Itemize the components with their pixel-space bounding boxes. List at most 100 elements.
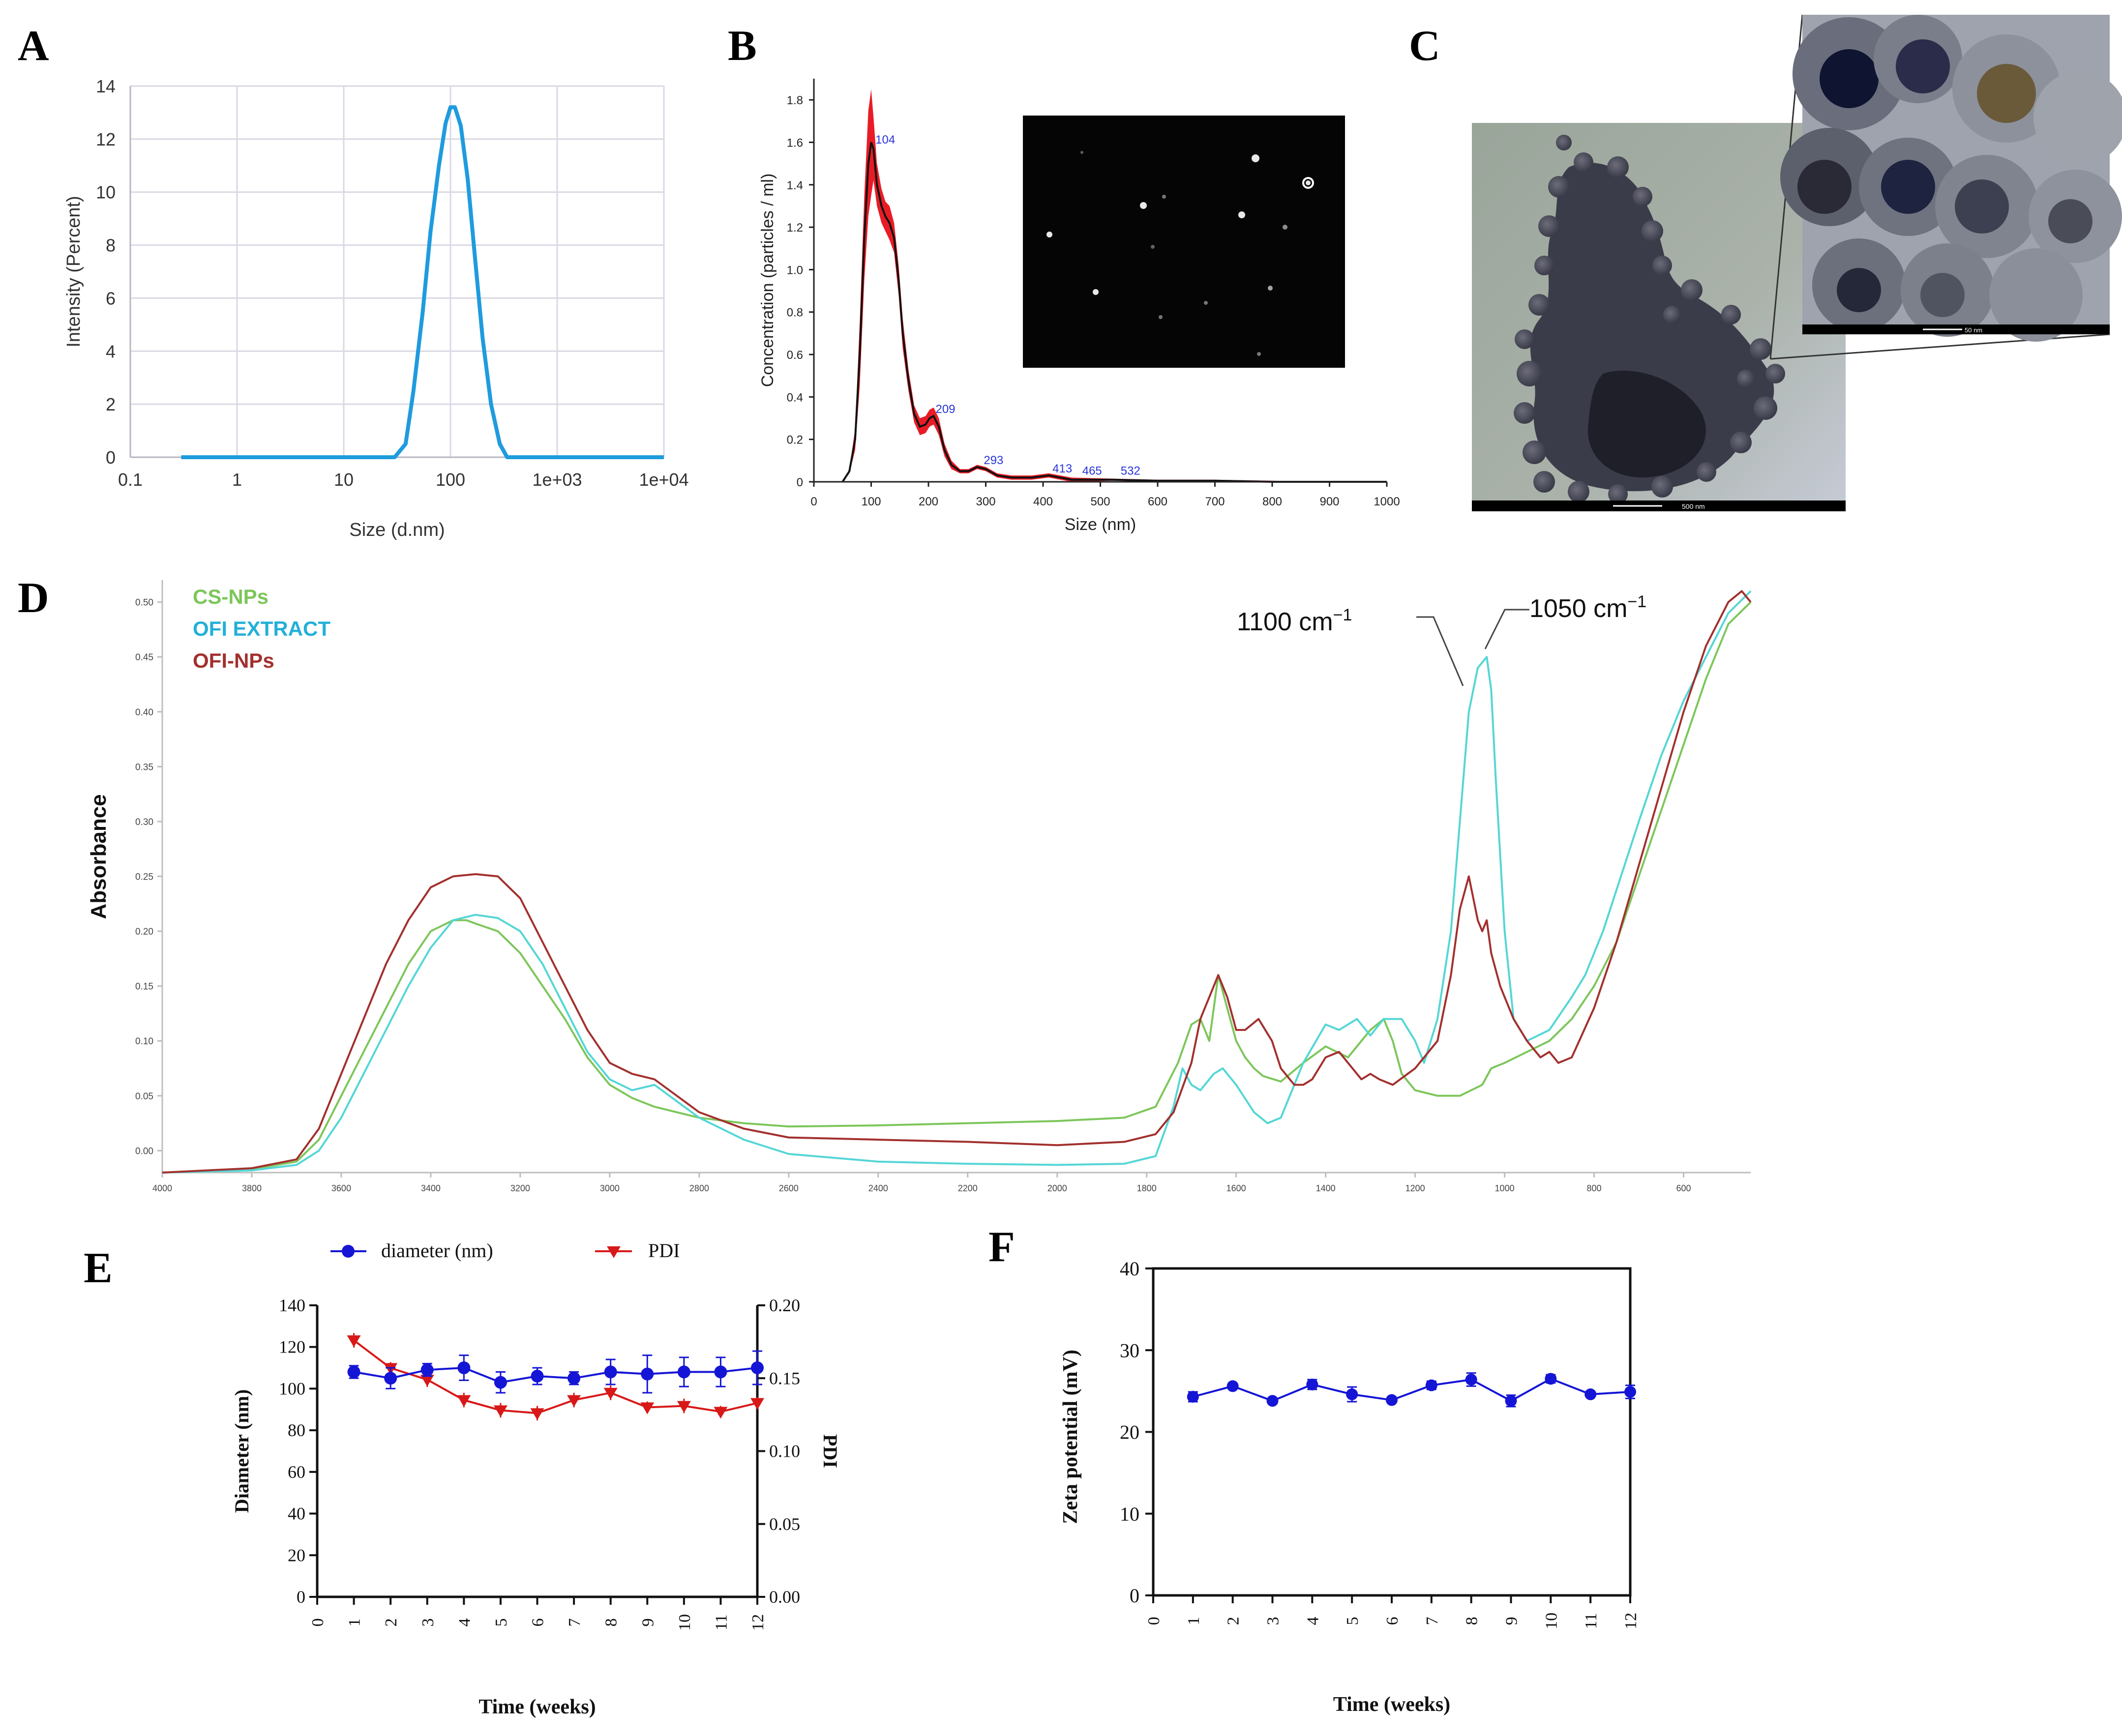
- pdi-marker: [530, 1408, 544, 1420]
- y-tick-label: 14: [96, 76, 116, 96]
- y-tick-label: 1.6: [787, 136, 803, 149]
- zeta-marker: [1226, 1380, 1239, 1392]
- y-tick-label: 0: [297, 1587, 305, 1607]
- legend-entry: CS-NPs: [193, 585, 269, 608]
- x-tick-label: 11: [1582, 1613, 1600, 1629]
- x-tick-label: 1: [346, 1618, 364, 1627]
- y-tick-label: 1.0: [787, 264, 803, 277]
- y-tick-label: 0.2: [787, 434, 803, 447]
- x-tick-label: 0: [309, 1618, 327, 1627]
- y-tick-label: 12: [96, 129, 116, 149]
- y-tick-label: 120: [279, 1337, 305, 1357]
- diameter-marker: [347, 1365, 360, 1379]
- pdi-marker: [567, 1395, 581, 1407]
- pdi-marker: [457, 1395, 471, 1407]
- x-tick-label: 1e+03: [532, 470, 582, 490]
- y-tick-label: 1.2: [787, 221, 803, 235]
- x-tick-label: 6: [529, 1618, 547, 1627]
- diameter-marker: [677, 1365, 690, 1379]
- y-tick-label: 60: [288, 1462, 305, 1482]
- legend-diameter-label: diameter (nm): [381, 1239, 493, 1262]
- pdi-marker: [347, 1335, 361, 1348]
- x-tick-label: 600: [1148, 495, 1167, 508]
- y-axis-label: Diameter (nm): [231, 1389, 253, 1513]
- y-axis-label: Zeta potential (mV): [1059, 1350, 1082, 1524]
- x-tick-label: 4: [455, 1618, 474, 1627]
- zeta-marker: [1624, 1386, 1636, 1398]
- diameter-marker: [604, 1365, 617, 1379]
- annotation-1100: 1100 cm−1: [1237, 606, 1352, 636]
- y-tick-label: 0: [797, 476, 803, 489]
- diameter-marker: [714, 1365, 727, 1379]
- x-tick-label: 0: [1145, 1617, 1163, 1625]
- nta-mean-line: [841, 142, 1387, 483]
- peak-label: 465: [1082, 464, 1102, 477]
- y-tick-label: 0: [106, 447, 116, 468]
- y-tick-label: 0.30: [135, 817, 153, 827]
- tem-low-scale-label: 500 nm: [1682, 502, 1705, 510]
- y2-tick-label: 0.00: [769, 1587, 800, 1607]
- y-tick-label: 40: [1120, 1258, 1139, 1280]
- zeta-marker: [1306, 1379, 1318, 1391]
- x-tick-label: 3400: [421, 1183, 441, 1193]
- legend-pdi-label: PDI: [648, 1239, 680, 1262]
- y-tick-label: 0.4: [787, 391, 803, 404]
- tem-image-high-mag: 50 nm: [1780, 15, 2122, 342]
- x-tick-label: 0: [810, 495, 817, 508]
- pdi-marker: [603, 1387, 618, 1400]
- x-tick-label: 12: [749, 1614, 767, 1631]
- y-tick-label: 80: [288, 1420, 305, 1440]
- x-tick-label: 200: [919, 495, 938, 508]
- peak-label: 532: [1121, 464, 1140, 477]
- y2-tick-label: 0.10: [769, 1442, 800, 1461]
- zeta-marker: [1545, 1373, 1557, 1385]
- x-tick-label: 9: [1503, 1617, 1521, 1625]
- diameter-marker: [641, 1367, 654, 1381]
- x-tick-label: 500: [1090, 495, 1110, 508]
- y-axis-label: Intensity (Percent): [63, 196, 84, 347]
- x-tick-label: 3000: [600, 1183, 620, 1193]
- x-tick-label: 10: [334, 470, 354, 490]
- diameter-marker: [531, 1370, 544, 1383]
- pdi-line: [353, 1339, 758, 1414]
- y-tick-label: 20: [288, 1545, 305, 1565]
- y-axis-label: Concentration (particles / ml): [758, 174, 777, 387]
- x-tick-label: 8: [602, 1618, 621, 1627]
- peak-label: 413: [1052, 462, 1072, 475]
- legend-diameter-marker: [342, 1245, 355, 1258]
- x-tick-label: 2: [1225, 1617, 1243, 1625]
- panel-label-a: A: [18, 22, 49, 70]
- x-tick-label: 3: [1264, 1617, 1283, 1625]
- x-axis-label: Time (weeks): [478, 1696, 596, 1718]
- x-tick-label: 6: [1383, 1617, 1402, 1625]
- x-tick-label: 1: [232, 470, 242, 490]
- x-tick-label: 4: [1304, 1617, 1322, 1625]
- plot-frame: [1152, 1267, 1632, 1597]
- x-tick-label: 7: [1423, 1617, 1441, 1625]
- zeta-line: [1193, 1378, 1631, 1402]
- y-tick-label: 0.35: [135, 762, 153, 772]
- diameter-marker: [494, 1376, 507, 1389]
- x-tick-label: 3: [419, 1618, 437, 1627]
- diameter-marker: [568, 1372, 581, 1385]
- zeta-marker: [1584, 1388, 1597, 1401]
- zeta-marker: [1505, 1395, 1517, 1407]
- tem-high-scale-label: 50 nm: [1965, 326, 1982, 334]
- x-tick-label: 3600: [331, 1183, 351, 1193]
- y-tick-label: 1.4: [787, 179, 803, 192]
- tem-image-low-mag: 500 nm: [1472, 123, 1846, 511]
- x-tick-label: 100: [436, 470, 465, 490]
- x-tick-label: 12: [1622, 1613, 1640, 1629]
- x-tick-label: 5: [492, 1618, 510, 1627]
- y-tick-label: 0.25: [135, 872, 153, 883]
- chart-b-nta: 0 100 200 300 400 500 600 700 800 900 1000 0 0.2 0.4 0…: [758, 79, 1400, 534]
- chart-a-dls: 0.1 1 10 100 1e+03 1e+04 0 2 4 6 8 10 12 14 Size (d.nm…: [63, 76, 689, 540]
- chart-d-ftir: 4000 3800 3600 3400 3200 3000 2800 2600 2400 2200…: [87, 580, 1752, 1193]
- y-tick-label: 0.50: [135, 598, 153, 608]
- x-tick-label: 2800: [689, 1183, 709, 1193]
- y-tick-label: 30: [1120, 1339, 1139, 1361]
- pdi-marker: [640, 1402, 655, 1414]
- y-tick-label: 0: [1130, 1585, 1139, 1607]
- x-tick-label: 800: [1262, 495, 1282, 508]
- annotation-1050: 1050 cm−1: [1529, 592, 1646, 623]
